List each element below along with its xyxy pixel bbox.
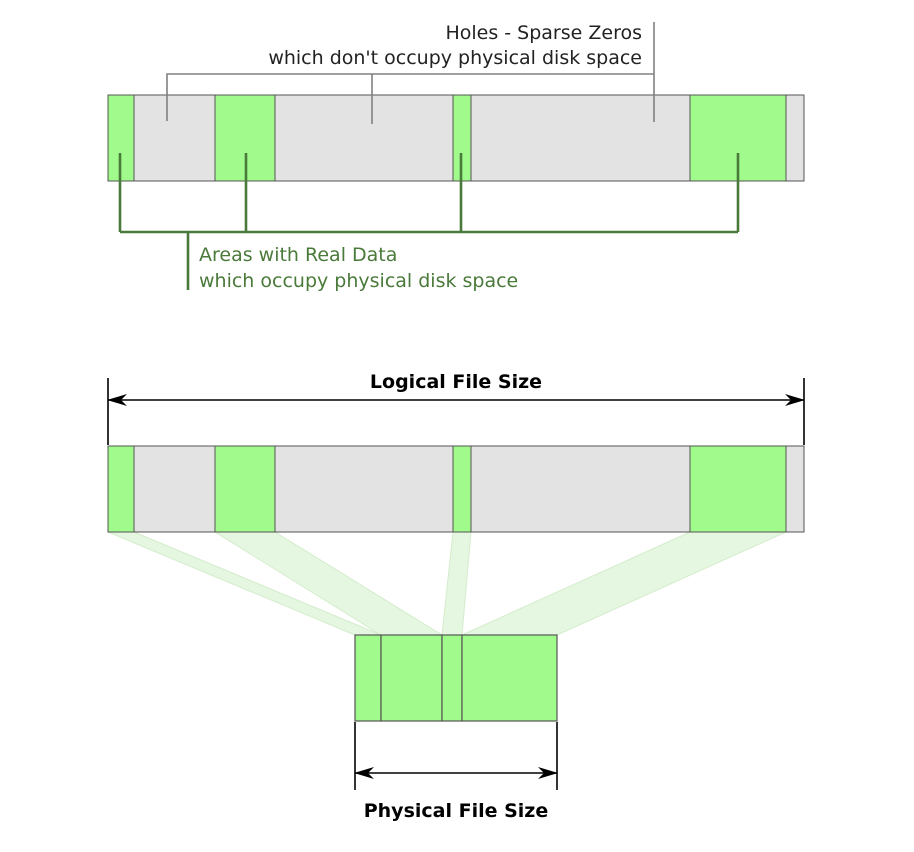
data-label-line1: Areas with Real Data [199, 244, 397, 266]
holes-label-line1: Holes - Sparse Zeros [445, 22, 642, 44]
bottom-data-block-4 [689, 445, 787, 533]
top-data-block-2 [214, 94, 276, 182]
physical-block-3 [441, 634, 463, 722]
logical-size-label: Logical File Size [370, 371, 542, 393]
data-callout [118, 153, 740, 290]
physical-size-label: Physical File Size [364, 800, 549, 822]
physical-size-dimension [354, 722, 558, 790]
physical-block-2 [380, 634, 443, 722]
bottom-data-block-2 [214, 445, 276, 533]
holes-label-line2: which don't occupy physical disk space [268, 47, 642, 69]
bottom-data-block-1 [107, 445, 135, 533]
physical-file-bar [354, 634, 558, 722]
physical-block-4 [461, 634, 558, 722]
data-label-line2: which occupy physical disk space [199, 270, 518, 292]
bottom-file-bar [107, 445, 805, 533]
logical-size-dimension [107, 378, 805, 445]
top-file-bar [107, 94, 805, 182]
holes-callout [166, 22, 655, 124]
projection-bands [107, 531, 787, 636]
physical-block-1 [354, 634, 382, 722]
bottom-data-block-3 [452, 445, 472, 533]
